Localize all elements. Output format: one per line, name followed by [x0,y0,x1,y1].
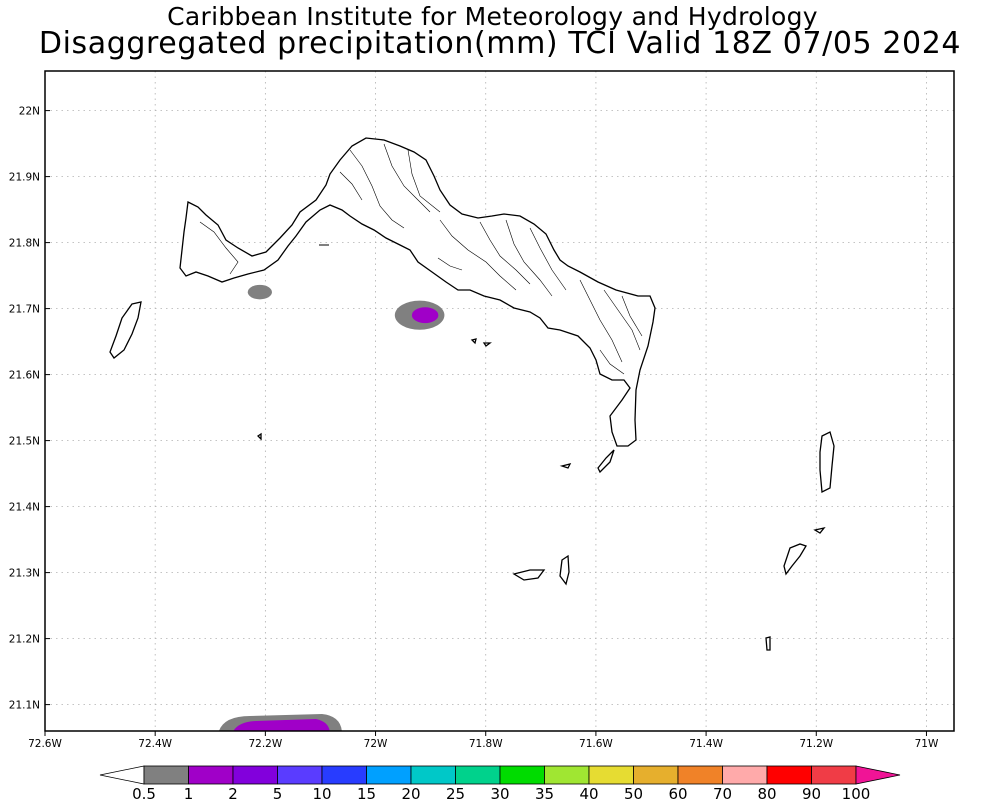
colorbar-low-arrow [99,765,145,785]
lon-tick-label: 72.6W [28,738,62,750]
title-line-1: Caribbean Institute for Meteorology and … [167,2,818,31]
colorbar-label: 70 [713,785,732,800]
colorbar-segment [499,765,545,785]
colorbar-label: 25 [446,785,465,800]
colorbar-segment [455,765,501,785]
precipitation-layer [218,284,445,731]
district-boundaries [199,143,643,375]
colorbar-label: 50 [624,785,643,800]
colorbar-segment [321,765,367,785]
lat-tick-label: 21.3N [9,568,40,580]
lon-tick-label: 71.4W [689,738,723,750]
lat-tick-label: 21.9N [9,172,40,184]
colorbar-segment [722,765,768,785]
title-line-2: Disaggregated precipitation(mm) TCI Vali… [38,26,962,61]
colorbar-label: 80 [757,785,776,800]
colorbar-segment [277,765,323,785]
colorbar-label: 60 [668,785,687,800]
map-gridlines [44,71,954,731]
colorbar-label: 0.5 [132,785,156,800]
lat-tick-label: 21.6N [9,370,40,382]
lon-tick-label: 71W [915,738,939,750]
lon-tick-label: 71.8W [469,738,503,750]
colorbar-segment [232,765,278,785]
precip-area [247,284,272,300]
lat-tick-label: 21.4N [9,502,40,514]
precip-area [233,719,330,731]
cay-3 [597,449,615,474]
lon-tick-label: 71.2W [799,738,833,750]
colorbar-segment [143,765,189,785]
colorbar-label: 15 [357,785,376,800]
colorbar-segment [188,765,234,785]
colorbar-segment [366,765,412,785]
lat-tick-label: 21.5N [9,436,40,448]
cay-5 [813,526,826,534]
colorbar-segment [766,765,812,785]
colorbar-label: 35 [535,785,554,800]
lat-tick-label: 21.8N [9,238,40,250]
coastline-layer [109,137,835,651]
grand-turk-island [819,431,835,494]
precip-area [411,307,439,324]
cay-6 [470,338,492,347]
colorbar-segment [677,765,723,785]
cay-7 [256,432,262,441]
lat-tick-label: 21.1N [9,700,40,712]
colorbar-segment [410,765,456,785]
axis-labels: 72.6W 72.4W 72.2W 72W 71.8W 71.6W 71.4W 71.2W 71… [9,106,939,750]
lon-tick-label: 71.6W [579,738,613,750]
colorbar-label: 100 [842,785,871,800]
colorbar-label: 90 [802,785,821,800]
lat-tick-label: 21.7N [9,304,40,316]
colorbar-label: 40 [579,785,598,800]
colorbar-segment [633,765,679,785]
colorbar-label: 2 [228,785,238,800]
lon-tick-label: 72W [364,738,388,750]
colorbar-label: 1 [184,785,194,800]
colorbar-label: 10 [312,785,331,800]
colorbar-label: 20 [401,785,420,800]
colorbar-high-arrow [855,765,901,785]
cay-2 [559,554,570,586]
precipitation-colorbar: 0.5 1 2 5 10 15 20 25 30 35 40 50 60 70 80 90 100 [99,765,901,800]
cay-4 [559,463,572,469]
precip-speck [319,244,329,246]
colorbar-label: 5 [273,785,283,800]
colorbar-segment [588,765,634,785]
cay-8 [765,636,771,651]
lon-tick-label: 72.2W [248,738,282,750]
lat-tick-label: 21.2N [9,634,40,646]
caicos-islands-north-coast [179,137,656,447]
map-frame [44,70,955,732]
colorbar-label: 30 [490,785,509,800]
lon-tick-label: 72.4W [138,738,172,750]
cay-1 [512,569,546,581]
colorbar-segment [811,765,857,785]
west-caicos-island [109,301,142,359]
lat-tick-label: 22N [19,106,40,118]
salt-cay-island [783,543,807,576]
colorbar-segment [544,765,590,785]
